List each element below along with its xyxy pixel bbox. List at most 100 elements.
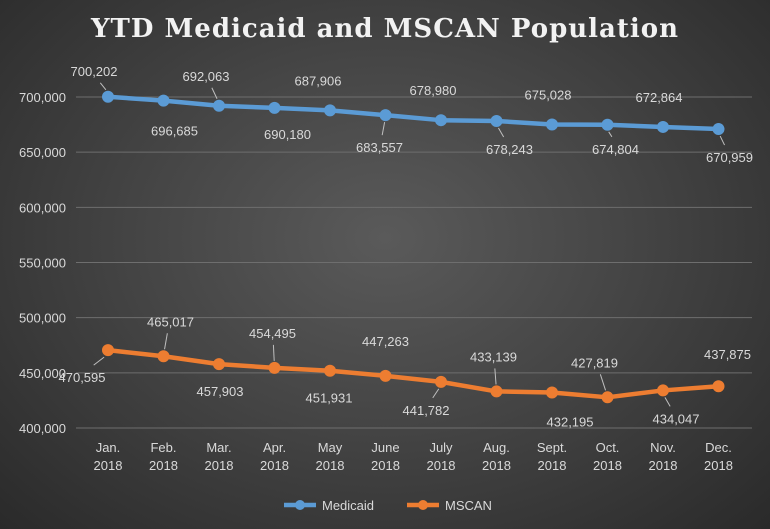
leader-line: [664, 397, 671, 407]
data-label: 434,047: [653, 411, 700, 426]
x-tick-label: 2018: [94, 458, 123, 473]
y-tick-label: 650,000: [19, 145, 66, 160]
leader-line: [494, 368, 497, 385]
x-tick-label: Mar.: [206, 440, 231, 455]
leader-line: [272, 344, 275, 361]
x-tick-label: July: [429, 440, 453, 455]
x-tick-label: 2018: [371, 458, 400, 473]
data-label: 432,195: [547, 414, 594, 429]
data-label: 674,804: [592, 142, 639, 157]
x-tick-label: June: [371, 440, 399, 455]
series-line-mscan: [105, 347, 721, 400]
x-tick-label: 2018: [316, 458, 345, 473]
y-tick-label: 550,000: [19, 256, 66, 271]
x-tick-label: 2018: [482, 458, 511, 473]
x-tick-label: Jan.: [96, 440, 121, 455]
data-point-mscan: [546, 386, 558, 399]
data-point-medicaid: [546, 118, 558, 131]
leader-line: [211, 87, 218, 99]
x-tick-label: Sept.: [537, 440, 567, 455]
x-tick-label: Feb.: [150, 440, 176, 455]
data-label: 683,557: [356, 140, 403, 155]
leader-line: [599, 374, 607, 391]
data-label: 670,959: [706, 150, 753, 165]
data-point-mscan: [268, 361, 281, 374]
y-tick-label: 450,000: [19, 366, 66, 381]
data-label: 447,263: [362, 334, 409, 349]
data-label: 672,864: [636, 90, 683, 105]
data-point-mscan: [324, 364, 336, 377]
data-label: 696,685: [151, 124, 198, 139]
data-label: 457,903: [197, 384, 244, 399]
data-label: 465,017: [147, 314, 194, 329]
data-point-medicaid: [157, 94, 170, 107]
data-label: 692,063: [183, 69, 230, 84]
data-point-mscan: [490, 385, 503, 398]
legend-label: MSCAN: [445, 498, 492, 513]
legend-swatch-marker: [418, 500, 428, 510]
data-point-medicaid: [102, 90, 114, 103]
data-label: 687,906: [295, 73, 342, 88]
data-point-mscan: [657, 384, 669, 397]
x-tick-label: Nov.: [650, 440, 676, 455]
x-tick-label: Oct.: [596, 440, 620, 455]
legend-label: Medicaid: [322, 498, 374, 513]
data-point-medicaid: [268, 101, 281, 114]
data-point-medicaid: [712, 123, 725, 136]
x-tick-label: 2018: [260, 458, 289, 473]
data-point-mscan: [102, 344, 114, 357]
y-tick-label: 700,000: [19, 90, 66, 105]
data-label: 437,875: [704, 347, 751, 362]
leader-line: [381, 122, 386, 136]
x-tick-label: Aug.: [483, 440, 510, 455]
x-tick-label: 2018: [149, 458, 178, 473]
data-point-mscan: [712, 380, 725, 393]
data-label: 675,028: [525, 88, 572, 103]
leader-line: [99, 82, 107, 91]
data-point-mscan: [157, 350, 170, 363]
leader-line: [432, 388, 440, 399]
leader-line: [608, 131, 613, 138]
data-label: 451,931: [306, 391, 353, 406]
data-label: 690,180: [264, 127, 311, 142]
y-tick-label: 500,000: [19, 311, 66, 326]
y-tick-label: 400,000: [19, 421, 66, 436]
leader-line: [498, 127, 505, 138]
leader-line: [164, 333, 168, 350]
x-tick-label: 2018: [538, 458, 567, 473]
data-point-mscan: [601, 391, 614, 404]
data-point-mscan: [435, 375, 447, 388]
legend-swatch-marker: [295, 500, 305, 510]
data-label: 433,139: [470, 349, 517, 364]
x-tick-label: 2018: [649, 458, 678, 473]
leader-line: [719, 135, 725, 146]
data-label: 470,595: [59, 370, 106, 385]
data-point-medicaid: [213, 99, 225, 112]
data-point-mscan: [379, 369, 392, 382]
data-label: 678,243: [486, 142, 533, 157]
data-point-medicaid: [490, 115, 503, 128]
data-label: 454,495: [249, 326, 296, 341]
x-tick-label: 2018: [704, 458, 733, 473]
data-point-medicaid: [601, 118, 614, 131]
data-point-medicaid: [657, 120, 669, 133]
series-line-medicaid: [105, 94, 721, 132]
x-tick-label: 2018: [205, 458, 234, 473]
x-tick-label: 2018: [427, 458, 456, 473]
data-label: 441,782: [403, 403, 450, 418]
data-point-mscan: [213, 358, 225, 371]
data-point-medicaid: [324, 104, 336, 117]
x-tick-label: Dec.: [705, 440, 732, 455]
y-tick-label: 600,000: [19, 200, 66, 215]
x-tick-label: May: [318, 440, 343, 455]
chart-title: YTD Medicaid and MSCAN Population: [90, 14, 680, 44]
x-tick-label: 2018: [593, 458, 622, 473]
data-point-medicaid: [435, 114, 447, 127]
leader-line: [93, 356, 105, 366]
data-label: 678,980: [410, 83, 457, 98]
data-point-medicaid: [379, 109, 392, 122]
data-label: 427,819: [571, 355, 618, 370]
data-label: 700,202: [71, 64, 118, 79]
